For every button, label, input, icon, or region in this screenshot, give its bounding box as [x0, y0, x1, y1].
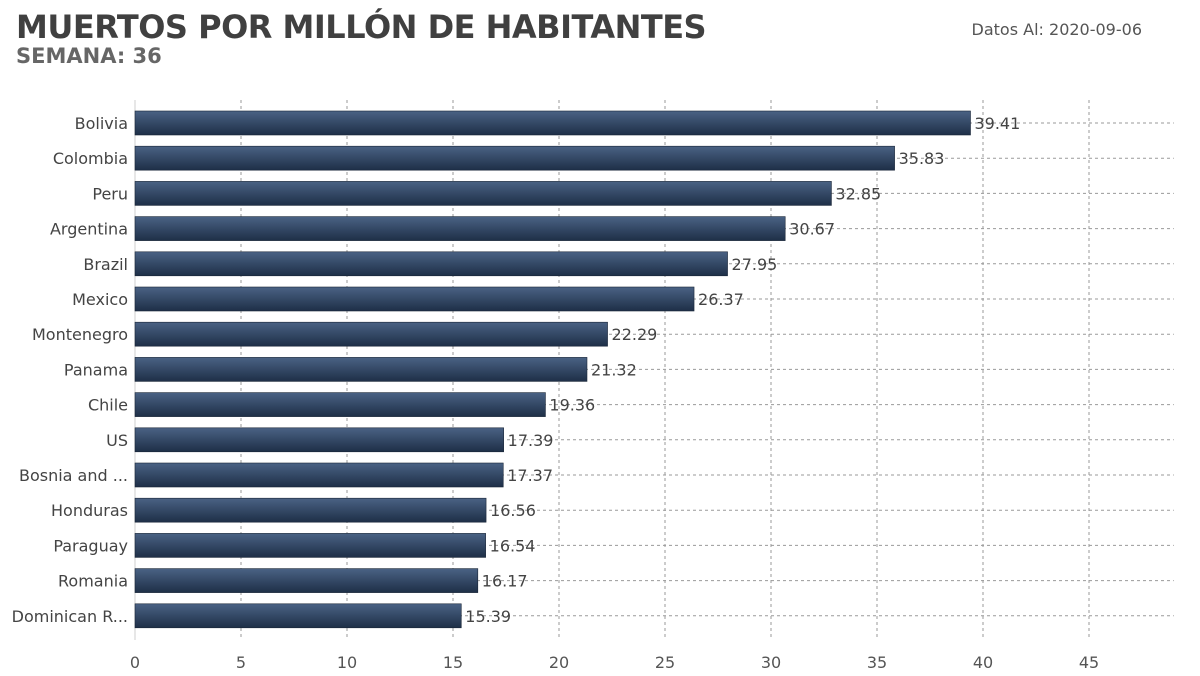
value-label: 17.37 [507, 466, 553, 485]
bar[interactable] [134, 181, 832, 206]
value-label: 16.17 [482, 572, 528, 591]
bar[interactable] [134, 145, 895, 171]
x-tick-label: 15 [443, 653, 463, 672]
category-label: US [106, 431, 128, 450]
x-tick-label: 30 [761, 653, 781, 672]
value-label: 16.54 [490, 536, 536, 555]
bar[interactable] [134, 497, 487, 523]
x-tick-label: 5 [236, 653, 246, 672]
bar[interactable] [134, 462, 504, 488]
value-label: 15.39 [465, 607, 511, 626]
chart-subtitle: SEMANA: 36 [16, 44, 162, 68]
bar[interactable] [134, 427, 504, 453]
x-tick-label: 25 [655, 653, 675, 672]
value-label: 39.41 [974, 114, 1020, 133]
x-tick-label: 0 [130, 653, 140, 672]
value-label: 30.67 [789, 220, 835, 239]
bar[interactable] [134, 603, 462, 629]
bar[interactable] [134, 216, 786, 241]
value-label: 32.85 [835, 184, 881, 203]
value-label: 26.37 [698, 290, 744, 309]
bar[interactable] [134, 533, 486, 558]
bar[interactable] [134, 357, 588, 382]
value-label: 27.95 [732, 255, 778, 274]
data-date-label: Datos Al: 2020-09-06 [971, 20, 1142, 39]
bar[interactable] [134, 110, 971, 136]
category-label: Peru [92, 184, 128, 203]
category-label: Dominican R... [12, 607, 128, 626]
category-label: Mexico [72, 290, 128, 309]
value-label: 22.29 [612, 325, 658, 344]
category-label: Bolivia [75, 114, 128, 133]
labels: 0 5 10 15 20 25 30 35 40 45 Bolivia 39.41 Colombia 35… [12, 114, 1100, 672]
x-tick-label: 40 [973, 653, 993, 672]
category-label: Chile [88, 396, 128, 415]
value-label: 17.39 [508, 431, 554, 450]
bar[interactable] [134, 251, 728, 277]
x-tick-label: 45 [1079, 653, 1099, 672]
bar[interactable] [134, 568, 479, 593]
category-label: Paraguay [53, 536, 128, 555]
category-label: Panama [64, 360, 128, 379]
bar[interactable] [134, 286, 695, 312]
bars [134, 110, 971, 629]
chart-title: MUERTOS POR MILLÓN DE HABITANTES [16, 8, 707, 46]
category-label: Montenegro [32, 325, 128, 344]
x-tick-label: 35 [867, 653, 887, 672]
x-tick-label: 20 [549, 653, 569, 672]
category-label: Colombia [53, 149, 128, 168]
x-tick-label: 10 [337, 653, 357, 672]
category-label: Honduras [51, 501, 128, 520]
category-label: Brazil [83, 255, 128, 274]
category-label: Romania [58, 572, 128, 591]
bar[interactable] [134, 321, 608, 347]
bar[interactable] [134, 392, 546, 417]
value-label: 19.36 [549, 396, 595, 415]
category-label: Argentina [50, 220, 128, 239]
category-label: Bosnia and ... [19, 466, 128, 485]
value-label: 35.83 [899, 149, 945, 168]
value-label: 21.32 [591, 360, 637, 379]
value-label: 16.56 [490, 501, 536, 520]
